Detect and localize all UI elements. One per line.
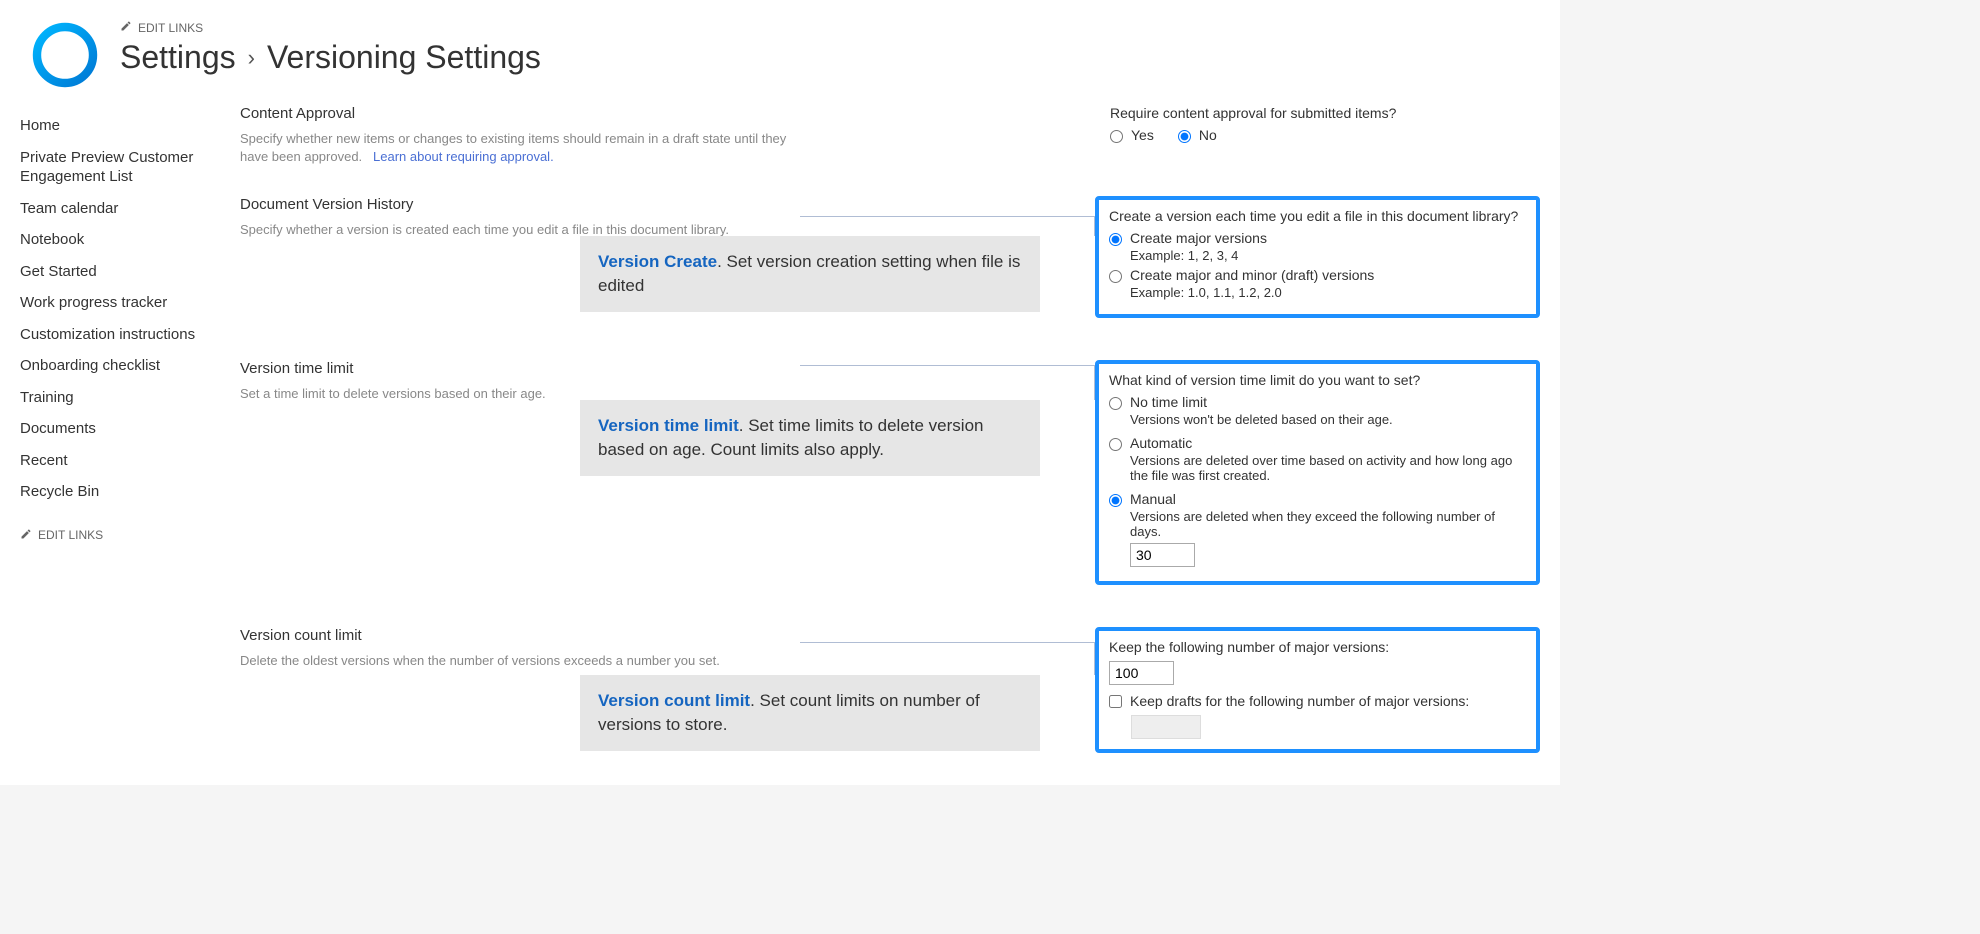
- highlight-version-create: Create a version each time you edit a fi…: [1095, 196, 1540, 318]
- section-title: Document Version History: [240, 196, 790, 213]
- edit-links-bottom[interactable]: EDIT LINKS: [20, 528, 220, 543]
- sidebar-item-notebook[interactable]: Notebook: [20, 224, 220, 256]
- sidebar-item-private-preview[interactable]: Private Preview Customer Engagement List: [20, 142, 220, 193]
- approval-yes-radio[interactable]: [1110, 130, 1123, 143]
- timelimit-question: What kind of version time limit do you w…: [1109, 372, 1526, 388]
- approval-question: Require content approval for submitted i…: [1110, 105, 1540, 121]
- section-title: Content Approval: [240, 105, 790, 122]
- callout-title: Version count limit: [598, 691, 750, 710]
- sidebar-item-recent[interactable]: Recent: [20, 445, 220, 477]
- section-title: Version time limit: [240, 360, 790, 377]
- history-minor[interactable]: Create major and minor (draft) versions …: [1109, 267, 1526, 300]
- pencil-icon: [120, 20, 132, 35]
- timelimit-auto[interactable]: Automatic Versions are deleted over time…: [1109, 435, 1526, 483]
- section-version-history: Document Version History Specify whether…: [240, 196, 1540, 330]
- section-count-limit: Version count limit Delete the oldest ve…: [240, 627, 1540, 765]
- highlight-time-limit: What kind of version time limit do you w…: [1095, 360, 1540, 585]
- section-content-approval: Content Approval Specify whether new ite…: [240, 105, 1540, 166]
- sidebar-item-home[interactable]: Home: [20, 110, 220, 142]
- drafts-checkbox[interactable]: [1109, 695, 1122, 708]
- main-content: Content Approval Specify whether new ite…: [240, 100, 1540, 765]
- edit-links-top[interactable]: EDIT LINKS: [120, 20, 1540, 35]
- drafts-label: Keep drafts for the following number of …: [1130, 693, 1469, 709]
- chevron-right-icon: ›: [248, 45, 255, 71]
- sidebar: Home Private Preview Customer Engagement…: [20, 100, 220, 765]
- sidebar-item-training[interactable]: Training: [20, 382, 220, 414]
- breadcrumb-settings[interactable]: Settings: [120, 39, 236, 76]
- breadcrumb-current: Versioning Settings: [267, 39, 541, 76]
- callout-title: Version time limit: [598, 416, 739, 435]
- sidebar-item-documents[interactable]: Documents: [20, 413, 220, 445]
- approval-no[interactable]: No: [1178, 127, 1217, 143]
- approval-yes[interactable]: Yes: [1110, 127, 1154, 143]
- sidebar-item-team-calendar[interactable]: Team calendar: [20, 193, 220, 225]
- section-desc: Delete the oldest versions when the numb…: [240, 652, 790, 670]
- sidebar-item-recycle-bin[interactable]: Recycle Bin: [20, 476, 220, 508]
- timelimit-manual[interactable]: Manual Versions are deleted when they ex…: [1109, 491, 1526, 567]
- page-header: EDIT LINKS Settings › Versioning Setting…: [20, 0, 1540, 100]
- edit-links-label: EDIT LINKS: [138, 21, 203, 35]
- sidebar-item-customization[interactable]: Customization instructions: [20, 319, 220, 351]
- pencil-icon: [20, 528, 32, 543]
- site-logo: [30, 20, 100, 90]
- edit-links-label: EDIT LINKS: [38, 528, 103, 542]
- timelimit-none-radio[interactable]: [1109, 397, 1122, 410]
- drafts-check-row[interactable]: Keep drafts for the following number of …: [1109, 693, 1526, 709]
- highlight-count-limit: Keep the following number of major versi…: [1095, 627, 1540, 753]
- countlimit-input[interactable]: [1109, 661, 1174, 685]
- timelimit-days-input[interactable]: [1130, 543, 1195, 567]
- section-desc: Specify whether new items or changes to …: [240, 130, 790, 166]
- approval-no-radio[interactable]: [1178, 130, 1191, 143]
- drafts-count-input-disabled: [1131, 715, 1201, 739]
- section-time-limit: Version time limit Set a time limit to d…: [240, 360, 1540, 597]
- history-major-radio[interactable]: [1109, 233, 1122, 246]
- sidebar-item-work-progress[interactable]: Work progress tracker: [20, 287, 220, 319]
- learn-link[interactable]: Learn about requiring approval.: [373, 149, 554, 164]
- timelimit-none[interactable]: No time limit Versions won't be deleted …: [1109, 394, 1526, 427]
- callout-title: Version Create: [598, 252, 717, 271]
- section-title: Version count limit: [240, 627, 790, 644]
- sidebar-item-get-started[interactable]: Get Started: [20, 256, 220, 288]
- history-minor-radio[interactable]: [1109, 270, 1122, 283]
- sidebar-item-onboarding[interactable]: Onboarding checklist: [20, 350, 220, 382]
- countlimit-label: Keep the following number of major versi…: [1109, 639, 1526, 655]
- history-question: Create a version each time you edit a fi…: [1109, 208, 1526, 224]
- timelimit-manual-radio[interactable]: [1109, 494, 1122, 507]
- breadcrumb: Settings › Versioning Settings: [120, 39, 1540, 76]
- timelimit-auto-radio[interactable]: [1109, 438, 1122, 451]
- history-major[interactable]: Create major versions Example: 1, 2, 3, …: [1109, 230, 1526, 263]
